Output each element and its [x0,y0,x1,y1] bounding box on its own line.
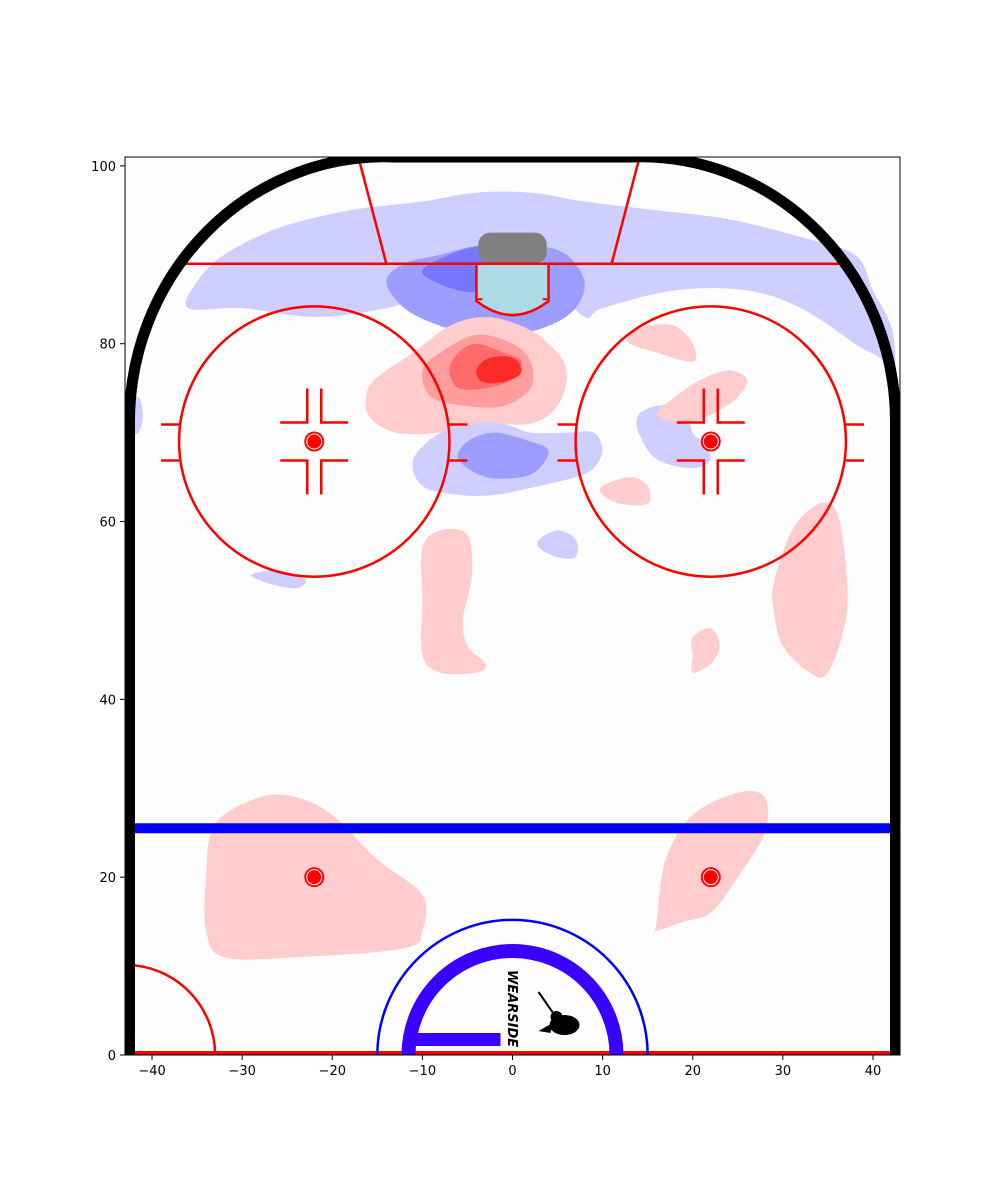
faceoff-l-mark [280,459,309,495]
x-tick-label: 10 [594,1064,611,1079]
silhouette-leg [538,1023,553,1033]
x-tick-label: 20 [684,1064,701,1079]
rink-boards [125,157,900,1055]
trapezoid-line-left [357,157,388,265]
rink-markings [125,157,900,1055]
heat-region-negative-1 [537,530,578,559]
heat-region-negative-2 [457,432,549,479]
faceoff-l-mark [716,459,745,495]
x-tick-label: 30 [775,1064,792,1079]
heat-region-negative-1 [185,191,897,437]
center-circle [376,918,649,1055]
x-tick-label: 0 [508,1064,516,1079]
x-tick-label: −30 [228,1064,255,1079]
faceoff-l-mark [280,388,309,424]
x-tick-label: −40 [138,1064,165,1079]
x-tick-label: 40 [865,1064,882,1079]
heat-region-positive-1 [421,528,486,675]
center-logo-bar [415,1033,501,1046]
heat-region-positive-1 [772,502,848,678]
axes: −40 −30 −20 −10 0 10 20 30 40 0 20 40 60 80 100 [91,160,881,1079]
center-red-line [125,1051,900,1055]
center-logo-ring [401,944,624,1055]
net [478,232,547,264]
y-tick-label: 20 [99,871,116,886]
y-tick-label: 80 [99,338,116,353]
neutral-zone-dot-ring [306,869,323,886]
faceoff-l-mark [676,459,706,495]
heat-region-positive-1 [626,324,697,362]
faceoff-l-mark [319,459,349,495]
logo-text: WEARSIDE [504,970,519,1047]
y-tick-label: 60 [99,516,116,531]
x-tick-label: −10 [409,1064,436,1079]
referee-crease [125,963,217,1055]
y-tick-label: 0 [108,1049,116,1064]
faceoff-l-mark [716,388,745,424]
neutral-zone-dot-ring [702,869,719,886]
faceoff-dot-ring [306,433,323,450]
y-tick-label: 100 [91,160,116,175]
x-tick-label: −20 [319,1064,346,1079]
faceoff-circle-1 [177,305,451,578]
heat-region-positive-1 [691,627,720,673]
goal-crease [475,262,550,317]
rink-logo: WEARSIDE [504,970,519,1047]
faceoff-circle-2 [574,305,848,578]
heat-region-positive-4 [476,356,522,384]
trapezoid-line-right [610,157,641,265]
faceoff-dot-ring [702,433,719,450]
heat-region-positive-1 [599,477,651,506]
heatmap-layer [128,191,897,960]
silhouette-stick [537,991,556,1016]
faceoff-l-mark [319,388,349,424]
player-silhouette-icon [537,991,580,1035]
heat-region-positive-1 [656,370,748,424]
faceoff-l-mark [676,388,706,424]
heat-region-negative-1 [636,403,711,469]
y-tick-label: 40 [99,693,116,708]
